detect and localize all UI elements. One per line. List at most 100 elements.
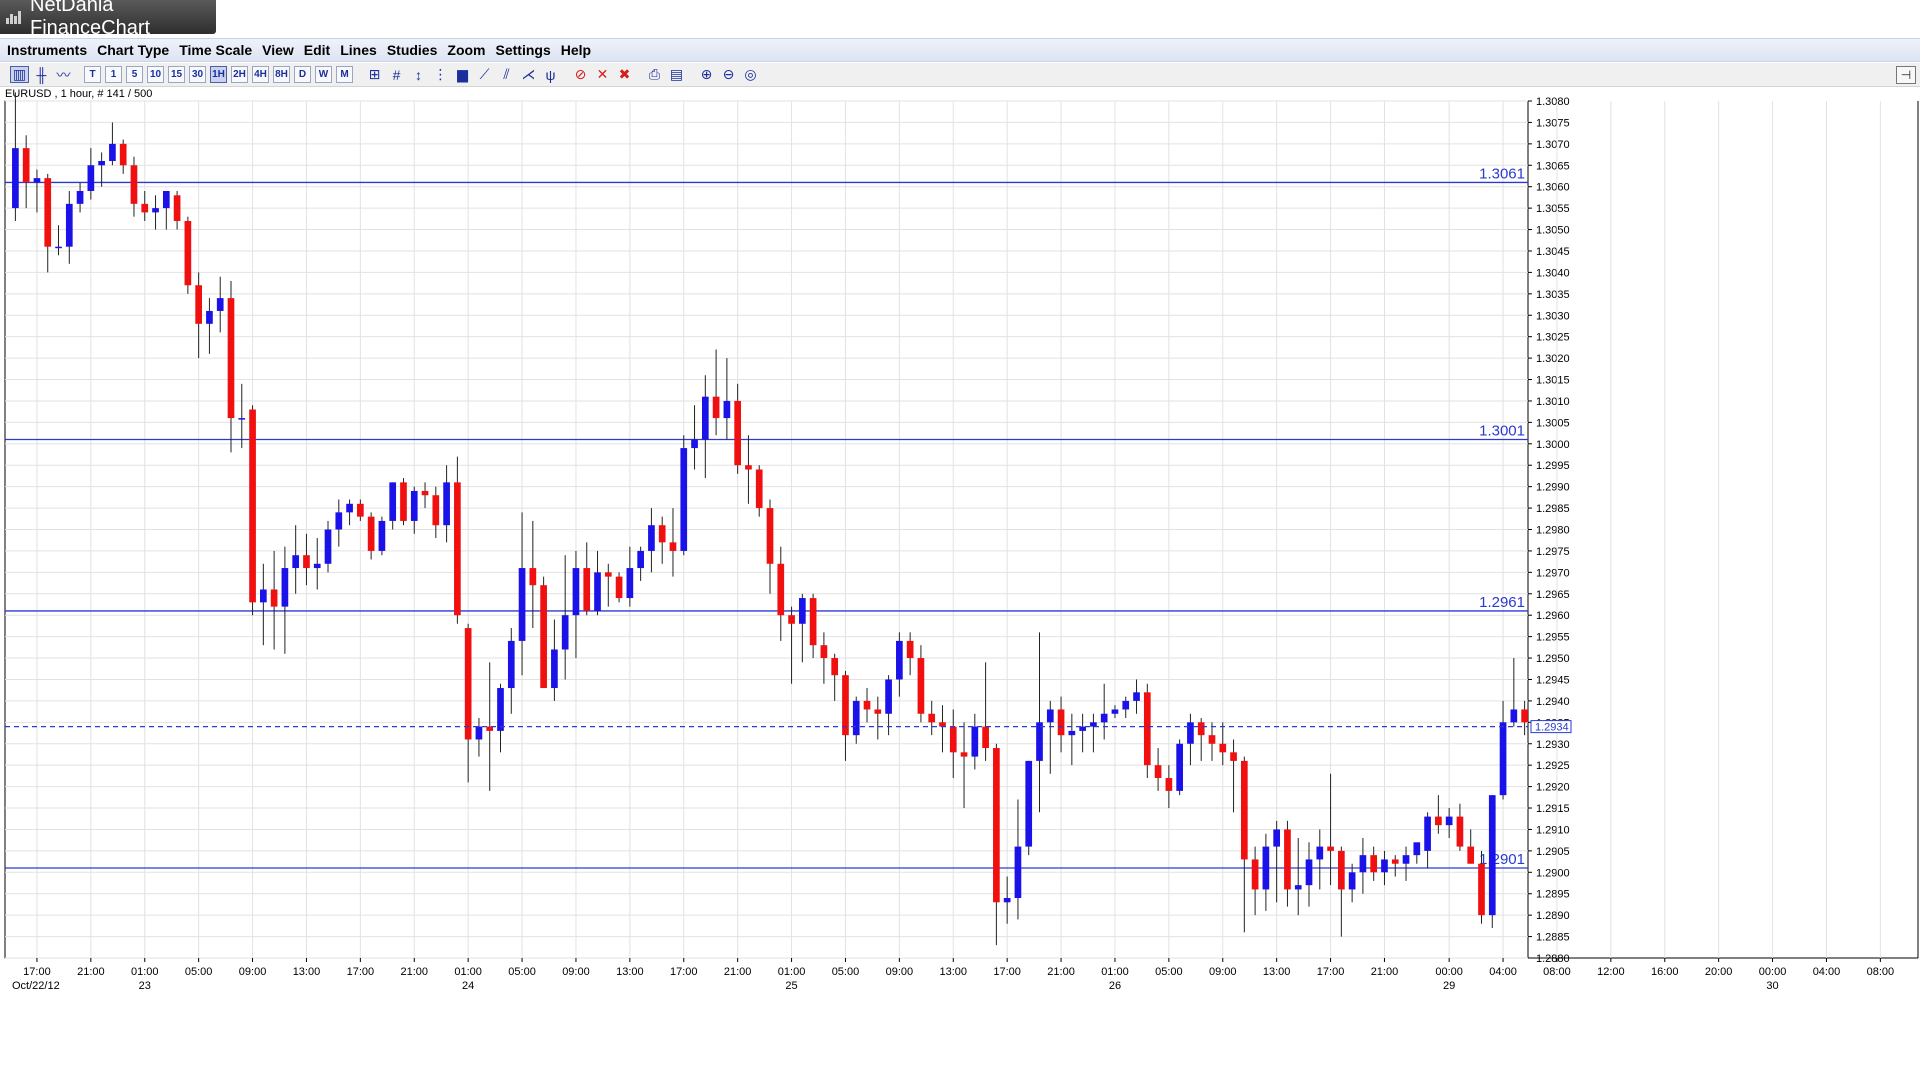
candle-down: [464, 628, 472, 740]
candle-up: [507, 640, 515, 689]
price-tick-label: 1.3020: [1536, 353, 1570, 365]
menu-studies[interactable]: Studies: [386, 42, 438, 58]
time-tick-label: 05:00: [832, 966, 860, 978]
timescale-1-button[interactable]: 1: [105, 66, 122, 83]
fan-lines-icon[interactable]: ⋌: [521, 66, 536, 82]
candle-down: [809, 598, 817, 646]
price-tick-label: 1.2960: [1536, 610, 1570, 622]
print-icon[interactable]: ⎙: [648, 66, 661, 82]
fibonacci-icon[interactable]: ⋮: [433, 66, 448, 82]
delete-all-icon[interactable]: ✖: [618, 66, 631, 82]
candle-down: [712, 396, 720, 419]
candle-down: [820, 645, 828, 659]
price-tick-label: 1.3055: [1536, 203, 1570, 215]
price-tick-label: 1.2925: [1536, 760, 1570, 772]
date-tick-label: 23: [139, 980, 151, 992]
bar-chart-icon[interactable]: ╫: [36, 66, 47, 83]
timescale-t-button[interactable]: T: [84, 66, 101, 83]
candle-up: [410, 490, 418, 521]
timescale-10-button[interactable]: 10: [147, 66, 164, 83]
menu-lines[interactable]: Lines: [340, 42, 377, 58]
time-tick-label: 09:00: [562, 966, 590, 978]
candle-down: [1521, 709, 1528, 723]
candle-up: [389, 482, 397, 521]
price-tick-label: 1.2905: [1536, 846, 1570, 858]
price-tick-label: 1.2930: [1536, 739, 1570, 751]
print-preview-icon[interactable]: ▤: [669, 66, 684, 82]
candle-down: [1284, 829, 1291, 890]
candle-up: [648, 525, 655, 551]
timescale-15-button[interactable]: 15: [168, 66, 185, 83]
candle-up: [1025, 760, 1033, 847]
candle-down: [615, 576, 623, 599]
delete-icon[interactable]: ✕: [596, 66, 609, 82]
level-label: 1.3001: [1479, 423, 1525, 440]
candle-up: [885, 679, 892, 714]
candle-up: [1316, 846, 1324, 860]
menu-edit[interactable]: Edit: [303, 42, 331, 58]
zoom-reset-icon[interactable]: ◎: [744, 66, 757, 82]
candle-chart-icon[interactable]: ▥: [10, 66, 29, 83]
timescale-m-button[interactable]: M: [336, 66, 353, 83]
line-chart-icon[interactable]: 〰: [56, 66, 71, 83]
price-tick-label: 1.3015: [1536, 375, 1570, 387]
time-tick-label: 17:00: [347, 966, 375, 978]
candle-up: [1499, 722, 1507, 796]
menu-settings[interactable]: Settings: [495, 42, 551, 58]
crosshair-icon[interactable]: ⊞: [368, 66, 381, 82]
volume-icon[interactable]: ▆: [457, 66, 468, 82]
timescale-4h-button[interactable]: 4H: [252, 66, 269, 83]
price-tick-label: 1.2995: [1536, 460, 1570, 472]
time-tick-label: 17:00: [993, 966, 1021, 978]
pin-icon[interactable]: ⊣: [1896, 66, 1916, 84]
candle-down: [842, 675, 849, 736]
trendline-icon[interactable]: ⟋: [479, 66, 490, 82]
time-tick-label: 13:00: [293, 966, 321, 978]
candle-down: [184, 220, 192, 286]
candle-up: [626, 568, 634, 599]
candle-up: [378, 520, 386, 551]
menu-time-scale[interactable]: Time Scale: [179, 42, 253, 58]
candle-up: [1413, 842, 1421, 856]
time-tick-label: 05:00: [185, 966, 213, 978]
date-tick-label: 24: [462, 980, 474, 992]
timescale-8h-button[interactable]: 8H: [273, 66, 290, 83]
price-chart[interactable]: 1.3080 1.3075 1.3070 1.3065 1.3060 1.3055 1.30…: [0, 0, 1920, 1000]
candle-up: [723, 400, 731, 419]
menu-view[interactable]: View: [262, 42, 294, 58]
zoom-out-icon[interactable]: ⊖: [722, 66, 735, 82]
price-tick-label: 1.2885: [1536, 932, 1570, 944]
candle-down: [669, 542, 677, 551]
menu-chart-type[interactable]: Chart Type: [97, 42, 170, 58]
timescale-d-button[interactable]: D: [294, 66, 311, 83]
candle-down: [1165, 778, 1173, 791]
arrow-icon[interactable]: ↕: [415, 66, 422, 83]
timescale-30-button[interactable]: 30: [189, 66, 206, 83]
menu-instruments[interactable]: Instruments: [7, 42, 88, 58]
parallel-lines-icon[interactable]: ⫽: [503, 66, 510, 82]
candle-down: [173, 195, 181, 221]
window-title-tab[interactable]: NetDania FinanceChart: [0, 0, 216, 39]
timescale-2h-button[interactable]: 2H: [231, 66, 248, 83]
candle-down: [130, 165, 138, 204]
delete-selected-icon[interactable]: ⊘: [574, 66, 587, 82]
price-tick-label: 1.2985: [1536, 503, 1570, 515]
price-tick-label: 1.3010: [1536, 396, 1570, 408]
candle-down: [249, 409, 256, 603]
candle-down: [454, 482, 461, 616]
candle-down: [960, 752, 968, 757]
timescale-1h-button[interactable]: 1H: [210, 66, 227, 83]
candle-up: [1133, 692, 1140, 701]
timescale-w-button[interactable]: W: [315, 66, 332, 83]
grid-icon[interactable]: #: [392, 66, 401, 83]
candle-up: [292, 555, 300, 569]
zoom-in-icon[interactable]: ⊕: [700, 66, 713, 82]
time-tick-label: 17:00: [23, 966, 51, 978]
timescale-5-button[interactable]: 5: [126, 66, 143, 83]
time-tick-label: 00:00: [1759, 966, 1787, 978]
time-tick-label: 21:00: [1047, 966, 1075, 978]
pitchfork-icon[interactable]: ψ: [545, 66, 556, 83]
menu-help[interactable]: Help: [560, 42, 592, 58]
menu-zoom[interactable]: Zoom: [447, 42, 486, 58]
candle-down: [270, 589, 278, 607]
